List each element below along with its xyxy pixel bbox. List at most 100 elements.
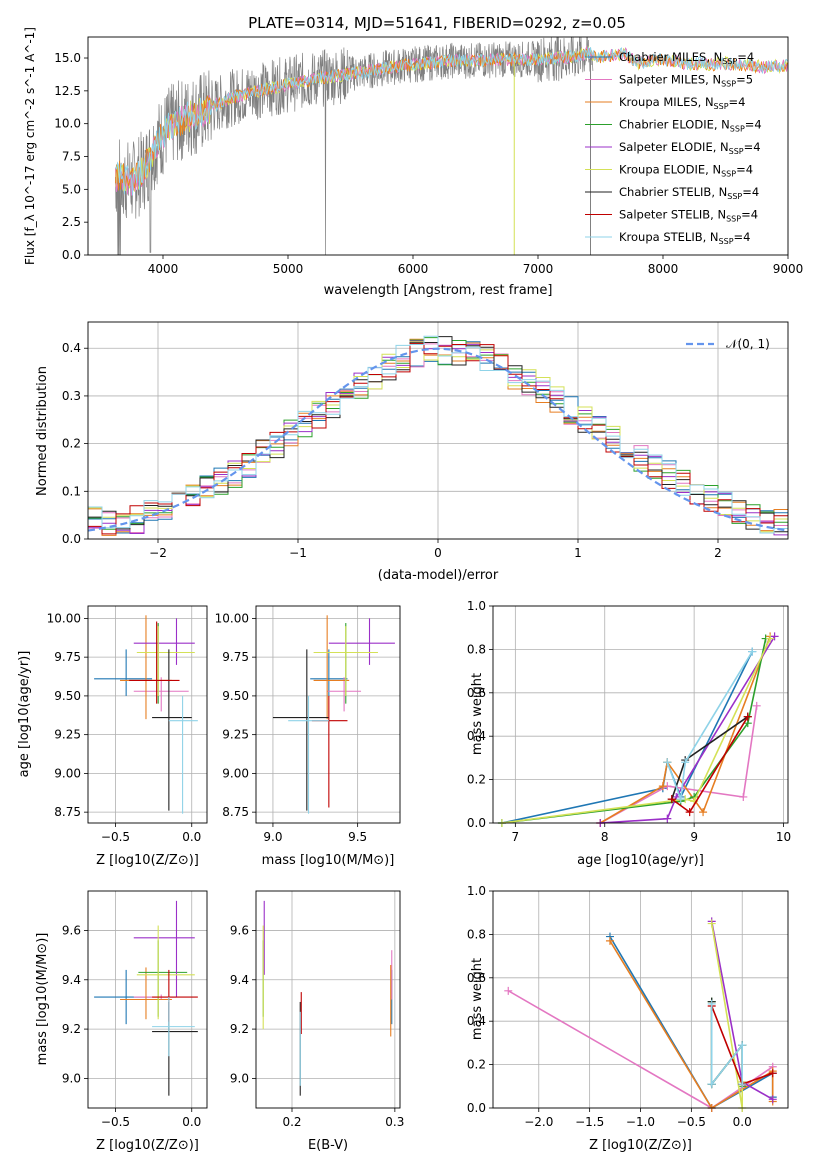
legend-label: Chabrier MILES, NSSP=4 [619,50,754,66]
y-tick-label: 1.0 [467,599,486,613]
legend-label: Salpeter ELODIE, NSSP=4 [619,140,761,156]
plus-marker [707,919,716,928]
y-tick-label: 15.0 [54,51,81,65]
y-tick-label: 9.6 [62,923,81,937]
panel-3: 9.0 9.5 8.75 9.00 9.25 9.50 9.75 10.00 mass [log… [215,605,401,868]
legend-label: Salpeter MILES, NSSP=5 [619,73,753,89]
plus-marker [681,758,690,767]
plus-marker [738,1080,747,1089]
y-tick-label: 8.75 [222,805,249,819]
x-tick-label: −0.5 [101,1115,130,1129]
series-line [501,638,771,824]
errorbar-salpeter-elodie [328,618,395,665]
errorbar-kroupa-miles [120,615,172,720]
series-kroupa-elodie [707,919,747,1112]
figure-title: PLATE=0314, MJD=51641, FIBERID=0292, z=0… [248,14,626,32]
y-axis-label: Flux [f_λ 10^-17 erg cm^-2 s^-1 A^-1] [23,27,37,265]
series-kroupa-elodie [497,634,775,827]
legend-label: Kroupa MILES, NSSP=4 [619,95,745,111]
errorbar-chabrier-stelib [272,649,329,811]
y-tick-label: 0.6 [467,686,486,700]
series-kroupa-stelib [707,999,747,1089]
y-tick-label: 9.0 [230,1071,249,1085]
y-tick-label: 9.50 [54,689,81,703]
x-tick-label: 0.0 [182,1115,201,1129]
errorbar-kroupa-stelib [168,695,198,814]
y-tick-label: 9.6 [230,923,249,937]
x-tick-label: 2 [714,546,722,560]
errorbar-salpeter-elodie [133,900,195,998]
y-tick-label: 0.1 [62,484,81,498]
plus-marker [663,814,672,823]
legend: Chabrier MILES, NSSP=4 Salpeter MILES, NS… [585,50,762,246]
x-axis-label: Z [log10(Z/Z⊙)] [96,853,199,868]
y-axis-label: mass weight [470,958,485,1040]
plus-marker [770,632,779,641]
histogram-plot [88,335,788,539]
legend-label: Kroupa ELODIE, NSSP=4 [619,163,753,179]
errorbar-kroupa-miles [120,967,172,1020]
y-tick-label: 9.75 [222,650,249,664]
y-tick-label: 9.25 [54,728,81,742]
legend-label: Salpeter STELIB, NSSP=4 [619,208,758,224]
series-line [599,705,758,824]
errorbar-kroupa-stelib [152,997,195,1057]
series-line [600,635,776,824]
x-tick-label: 1 [574,546,582,560]
x-tick-label: 9.5 [348,830,367,844]
y-tick-label: 0.0 [467,816,486,830]
histogram-kroupa-stelib [88,335,788,539]
y-axis-label: mass [log10(M/M⊙)] [35,933,50,1066]
legend-label: Chabrier ELODIE, NSSP=4 [619,118,762,134]
plus-marker [676,795,685,804]
panel-5: −0.5 0.0 9.0 9.2 9.4 9.6 Z [log10(Z/Z⊙)] mass [… [35,890,208,1153]
x-tick-label: −0.5 [677,1115,706,1129]
y-axis-label: mass weight [470,673,485,755]
y-tick-label: 0.3 [62,389,81,403]
y-tick-label: 0.0 [62,532,81,546]
plus-marker [743,712,752,721]
x-tick-label: 10 [776,830,791,844]
x-tick-label: −1 [289,546,307,560]
axes-frame [492,890,789,1109]
x-tick-label: 9.0 [263,830,282,844]
model-spectrum [115,48,788,191]
series-line [666,651,753,800]
plus-marker [707,999,716,1008]
y-tick-label: 9.2 [230,1022,249,1036]
y-tick-label: 7.5 [62,150,81,164]
series-salpeter-stelib [667,712,752,817]
y-tick-label: 0.4 [62,341,81,355]
plus-marker [667,795,676,804]
x-axis-label: age [log10(age/yr)] [577,853,704,868]
errorbar-plot [272,615,395,814]
panel-1: −2 −1 0 1 2 0.0 0.1 0.2 0.3 0.4 (data-model)/error… [35,321,789,583]
y-tick-label: 9.4 [62,973,81,987]
plus-marker [738,1041,747,1050]
axes-frame [87,890,208,1109]
plus-marker [504,986,513,995]
errorbar-salpeter-stelib [311,695,348,808]
y-tick-label: 0.0 [467,1101,486,1115]
errorbar-plot [94,900,198,1096]
x-axis-label: Z [log10(Z/Z⊙)] [96,1138,199,1153]
plus-marker [685,808,694,817]
y-tick-label: 0.6 [467,971,486,985]
x-tick-label: 6000 [398,262,429,276]
errorbar-salpeter-miles [133,677,189,712]
plus-marker [748,647,757,656]
x-tick-label: 9 [690,830,698,844]
x-tick-label: 0.0 [733,1115,752,1129]
series-line [710,1003,743,1087]
axes-frame [87,36,789,256]
legend-label: Chabrier STELIB, NSSP=4 [619,185,759,201]
x-tick-label: 4000 [148,262,179,276]
x-axis-label: mass [log10(M/M⊙)] [262,853,395,868]
series-kroupa-stelib [663,647,757,804]
y-axis-label: Normed distribution [35,366,50,496]
plus-marker [699,808,708,817]
y-tick-label: 0.2 [467,773,486,787]
errorbar-kroupa-elodie [136,925,195,1020]
errorbar-plot [262,900,393,1096]
